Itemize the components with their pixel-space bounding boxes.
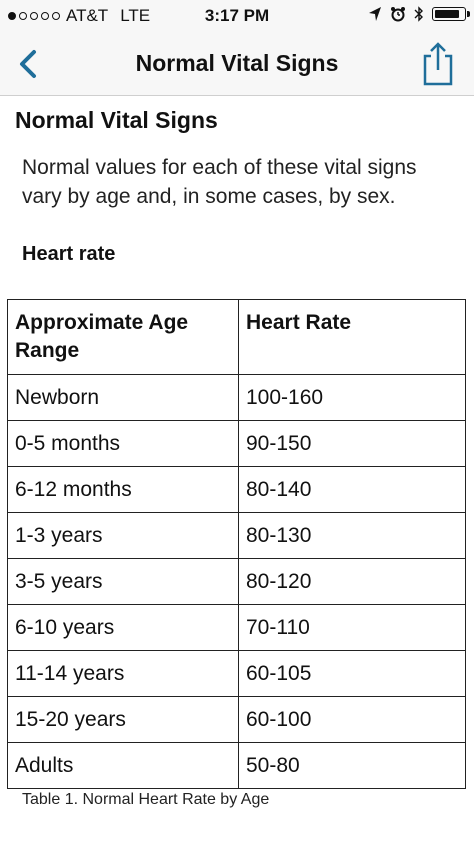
share-button[interactable] xyxy=(416,40,460,88)
table-body: Newborn 100-160 0-5 months 90-150 6-12 month… xyxy=(7,374,466,789)
table-row: 15-20 years 60-100 xyxy=(7,696,466,743)
signal-dot xyxy=(52,12,60,20)
heart-rate-cell: 90-150 xyxy=(238,420,466,467)
heart-rate-cell: 60-100 xyxy=(238,696,466,743)
age-range-cell: 0-5 months xyxy=(7,420,239,467)
heart-rate-cell: 80-140 xyxy=(238,466,466,513)
intro-paragraph: Normal values for each of these vital si… xyxy=(22,156,417,208)
location-arrow-icon xyxy=(369,7,381,21)
chevron-left-icon xyxy=(20,50,36,78)
age-range-cell: 15-20 years xyxy=(7,696,239,743)
navigation-bar: Normal Vital Signs xyxy=(0,32,474,96)
age-range-cell: 1-3 years xyxy=(7,512,239,559)
bluetooth-icon xyxy=(414,6,423,22)
section-heading-heart-rate: Heart rate xyxy=(22,243,116,265)
status-bar: AT&T LTE 3:17 PM xyxy=(0,0,474,32)
table-header-row: Approximate Age Range Heart Rate xyxy=(7,299,466,375)
status-right xyxy=(368,6,470,22)
nav-title: Normal Vital Signs xyxy=(135,50,339,76)
table-row: 11-14 years 60-105 xyxy=(7,650,466,697)
heart-rate-cell: 60-105 xyxy=(238,650,466,697)
signal-strength-icon xyxy=(8,12,60,20)
battery-icon xyxy=(432,7,470,21)
table-row: Adults 50-80 xyxy=(7,742,466,789)
table-row: 1-3 years 80-130 xyxy=(7,512,466,559)
heart-rate-cell: 80-120 xyxy=(238,558,466,605)
column-header-age-range: Approximate Age Range xyxy=(7,299,239,375)
carrier-name: AT&T xyxy=(66,6,109,25)
heart-rate-cell: 50-80 xyxy=(238,742,466,789)
battery-tip xyxy=(467,11,470,17)
table-row: 0-5 months 90-150 xyxy=(7,420,466,467)
share-icon xyxy=(423,42,453,86)
age-range-cell: 3-5 years xyxy=(7,558,239,605)
age-range-cell: 6-10 years xyxy=(7,604,239,651)
age-range-cell: Adults xyxy=(7,742,239,789)
status-left: AT&T LTE xyxy=(8,6,150,26)
table-row: 6-12 months 80-140 xyxy=(7,466,466,513)
age-range-cell: 6-12 months xyxy=(7,466,239,513)
table-row: 3-5 years 80-120 xyxy=(7,558,466,605)
table-caption: Table 1. Normal Heart Rate by Age xyxy=(22,791,270,808)
alarm-clock-icon xyxy=(391,7,405,22)
heart-rate-cell: 100-160 xyxy=(238,374,466,421)
network-type: LTE xyxy=(120,6,151,25)
page-heading: Normal Vital Signs xyxy=(15,107,218,133)
back-button[interactable] xyxy=(12,44,52,84)
column-header-heart-rate: Heart Rate xyxy=(238,299,466,375)
signal-dot xyxy=(41,12,49,20)
heart-rate-table: Approximate Age Range Heart Rate Newborn… xyxy=(7,299,466,789)
battery-level xyxy=(435,10,459,18)
heart-rate-cell: 80-130 xyxy=(238,512,466,559)
table-row: 6-10 years 70-110 xyxy=(7,604,466,651)
age-range-cell: 11-14 years xyxy=(7,650,239,697)
age-range-cell: Newborn xyxy=(7,374,239,421)
signal-dot xyxy=(8,12,16,20)
table-row: Newborn 100-160 xyxy=(7,374,466,421)
signal-dot xyxy=(30,12,38,20)
heart-rate-cell: 70-110 xyxy=(238,604,466,651)
signal-dot xyxy=(19,12,27,20)
status-time: 3:17 PM xyxy=(204,6,270,25)
